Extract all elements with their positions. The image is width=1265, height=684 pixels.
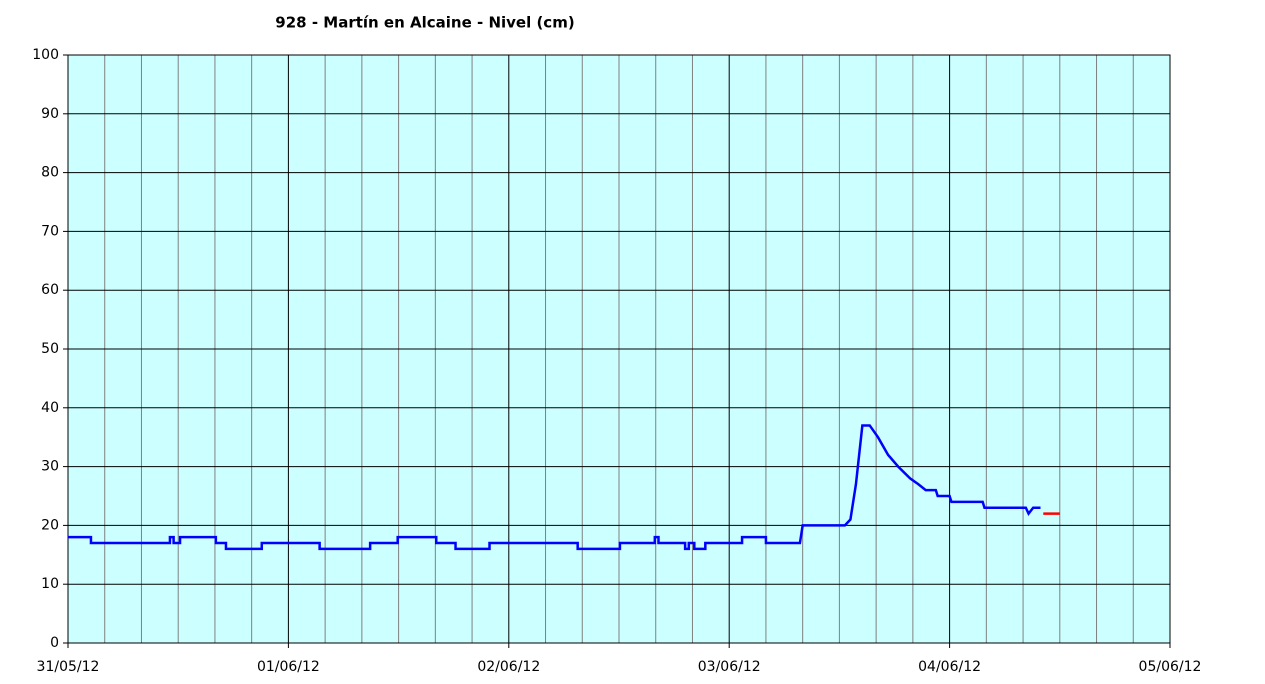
y-tick-label: 50 [41, 341, 59, 357]
y-tick-label: 20 [41, 517, 59, 533]
y-tick-label: 40 [41, 400, 59, 416]
y-tick-label: 0 [50, 635, 59, 651]
y-tick-label: 100 [32, 47, 59, 63]
x-tick-label: 05/06/12 [1139, 659, 1202, 675]
y-tick-label: 90 [41, 106, 59, 122]
x-tick-label: 04/06/12 [918, 659, 981, 675]
x-tick-label: 02/06/12 [477, 659, 540, 675]
x-tick-label: 03/06/12 [698, 659, 761, 675]
y-tick-label: 70 [41, 223, 59, 239]
y-tick-label: 80 [41, 165, 59, 181]
y-tick-label: 60 [41, 282, 59, 298]
y-tick-label: 10 [41, 576, 59, 592]
plot-border [67, 54, 1171, 644]
x-tick-label: 01/06/12 [257, 659, 320, 675]
x-tick-label: 31/05/12 [37, 659, 100, 675]
y-tick-label: 30 [41, 459, 59, 475]
data-line [68, 424, 1041, 551]
chart-title: 928 - Martín en Alcaine - Nivel (cm) [275, 14, 574, 32]
